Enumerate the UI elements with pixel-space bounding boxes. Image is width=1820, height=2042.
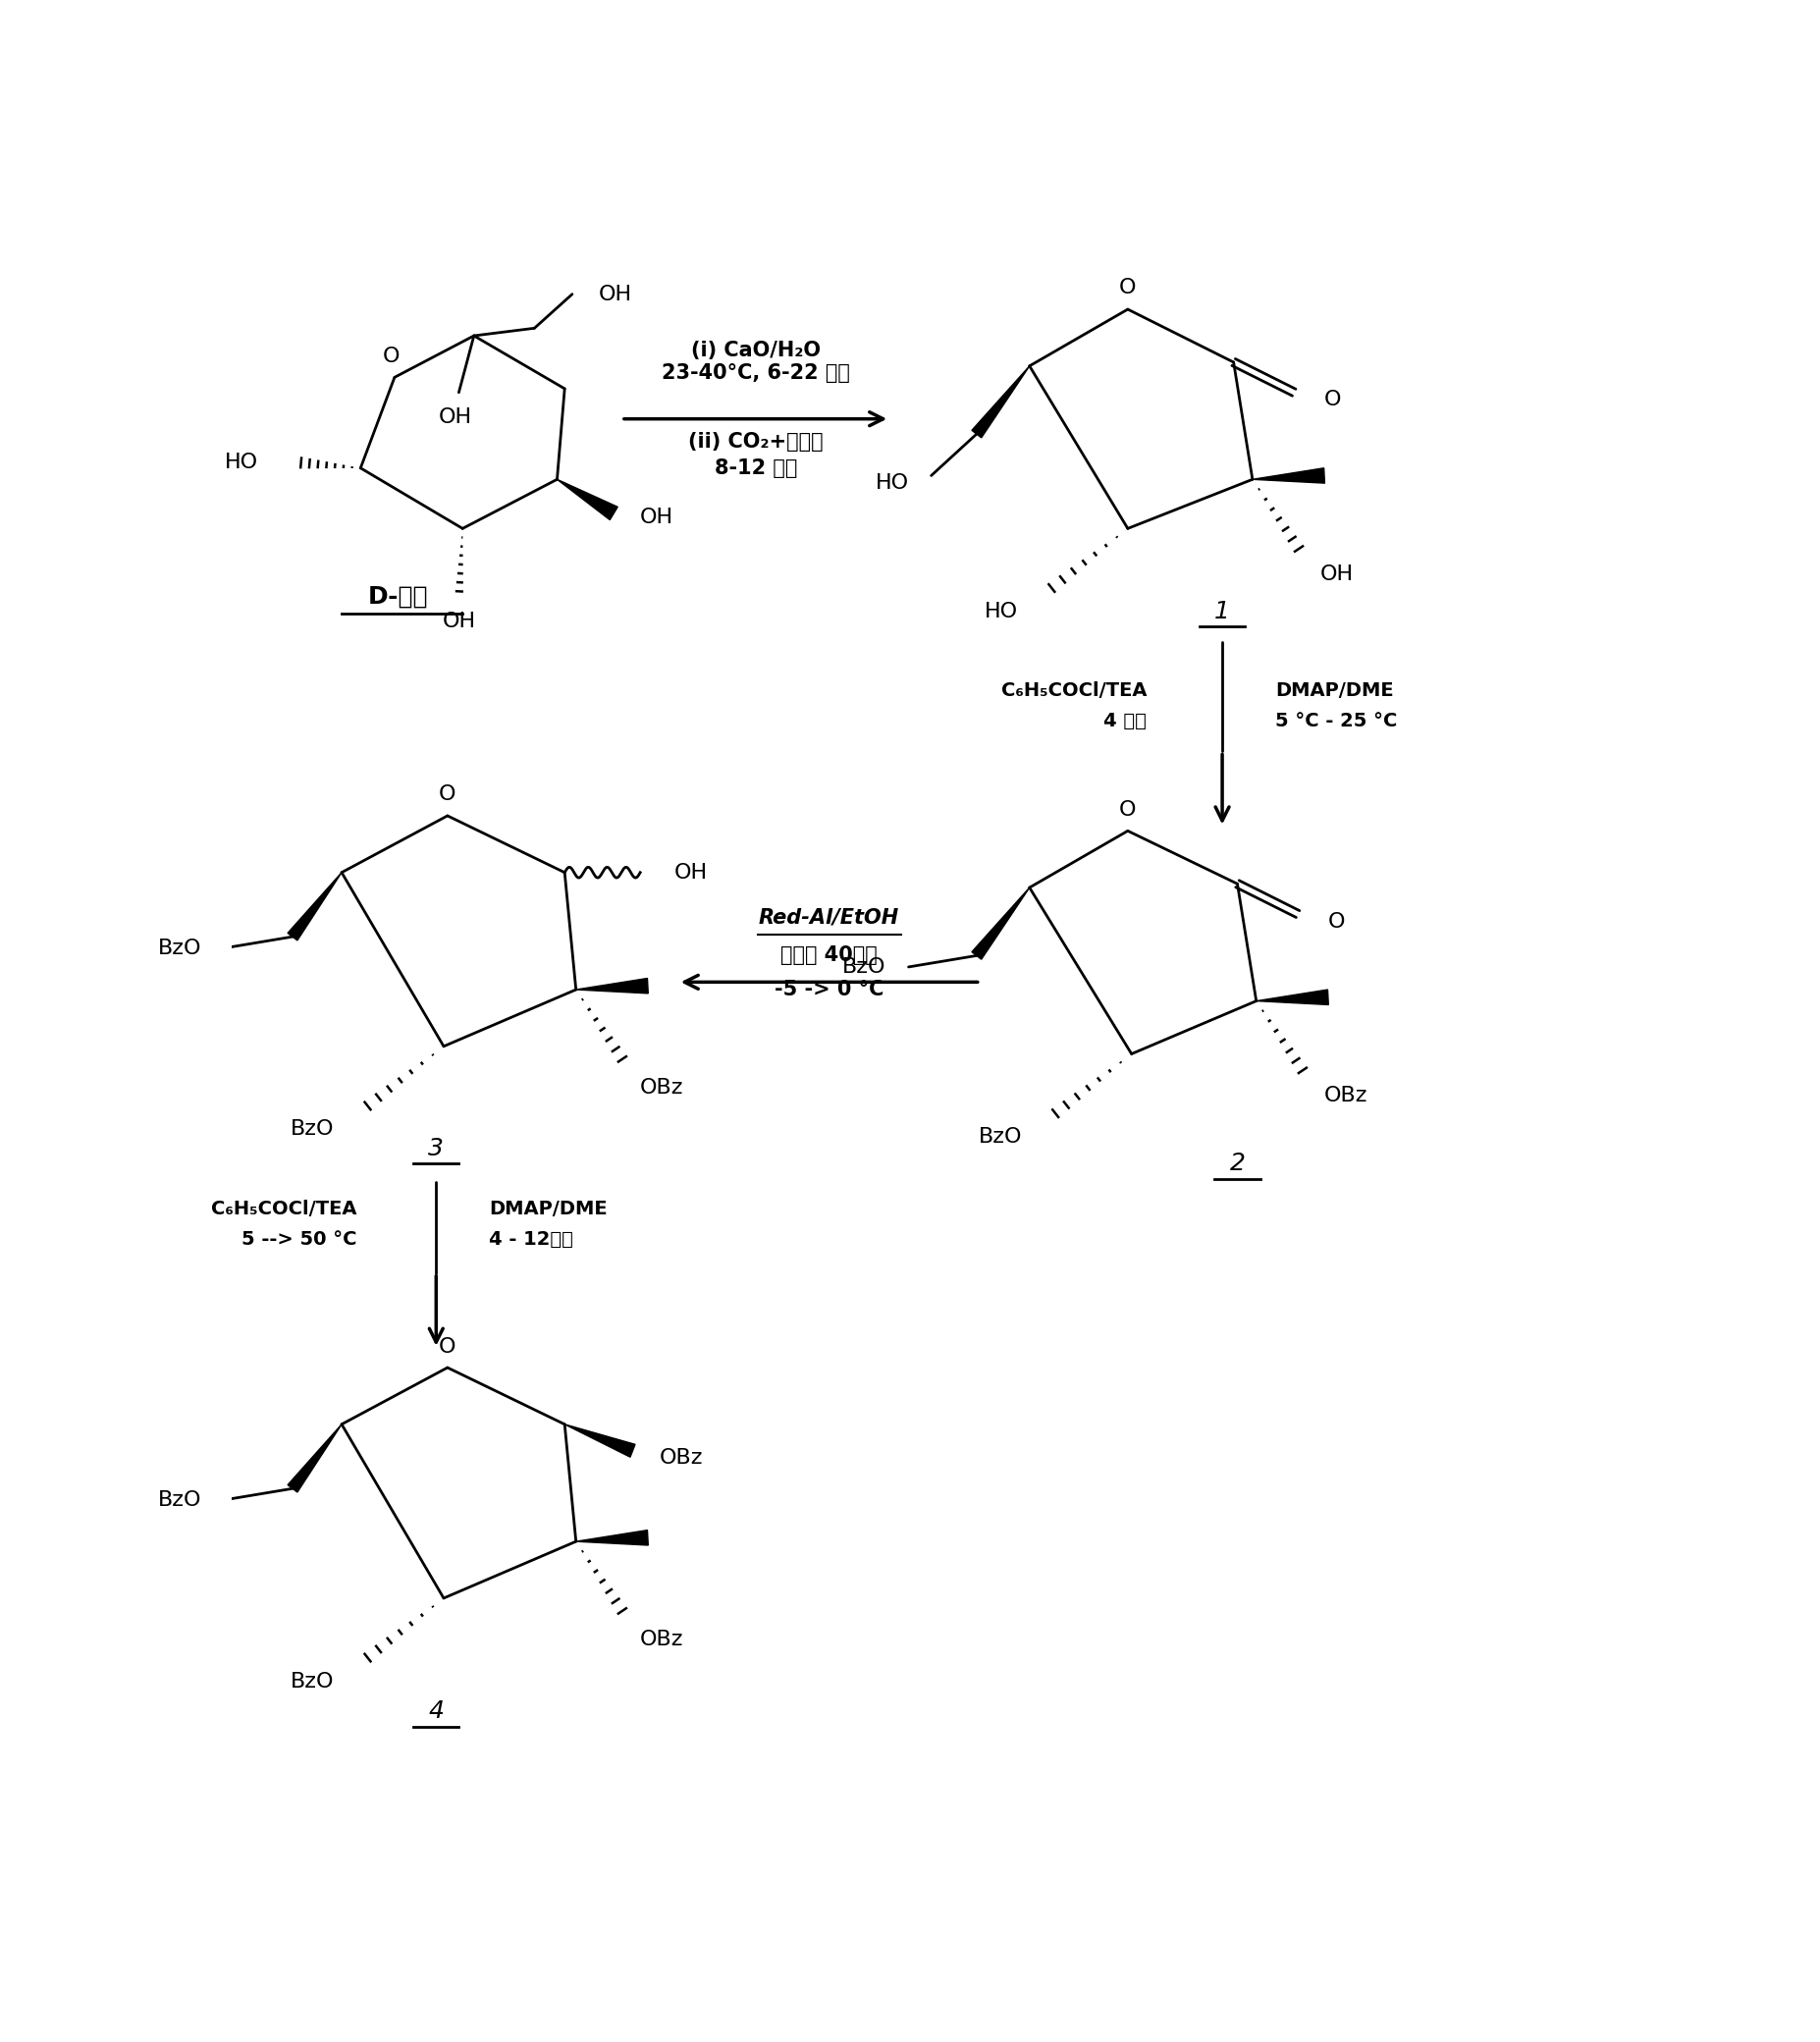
Text: 1: 1: [1214, 600, 1230, 623]
Text: BzO: BzO: [843, 958, 886, 976]
Polygon shape: [288, 872, 342, 941]
Text: OBz: OBz: [1325, 1086, 1369, 1105]
Text: O: O: [1329, 913, 1345, 931]
Text: O: O: [382, 347, 399, 366]
Text: -5 -> 0 °C: -5 -> 0 °C: [775, 980, 885, 999]
Text: BzO: BzO: [291, 1672, 335, 1691]
Text: HO: HO: [226, 451, 258, 472]
Text: HO: HO: [985, 602, 1017, 621]
Polygon shape: [972, 366, 1030, 437]
Polygon shape: [557, 480, 617, 521]
Polygon shape: [288, 1425, 342, 1493]
Text: BzO: BzO: [158, 1491, 202, 1509]
Polygon shape: [575, 1529, 648, 1546]
Text: O: O: [1119, 278, 1136, 298]
Polygon shape: [575, 978, 648, 992]
Text: 2: 2: [1230, 1152, 1245, 1176]
Text: O: O: [1119, 800, 1136, 819]
Text: O: O: [439, 784, 457, 805]
Text: OH: OH: [439, 408, 471, 427]
Text: BzO: BzO: [158, 937, 202, 958]
Text: 8-12 小时: 8-12 小时: [715, 457, 797, 478]
Text: DMAP/DME: DMAP/DME: [490, 1199, 608, 1219]
Text: Red-Al/EtOH: Red-Al/EtOH: [759, 909, 899, 927]
Polygon shape: [1252, 468, 1325, 484]
Text: 3: 3: [428, 1137, 444, 1160]
Text: 5 --> 50 °C: 5 --> 50 °C: [242, 1229, 357, 1248]
Text: C₆H₅COCl/TEA: C₆H₅COCl/TEA: [211, 1199, 357, 1219]
Text: O: O: [439, 1338, 457, 1356]
Text: DMAP/DME: DMAP/DME: [1276, 682, 1394, 700]
Text: OH: OH: [1321, 564, 1354, 584]
Polygon shape: [564, 1425, 635, 1458]
Text: 4 小时: 4 小时: [1103, 713, 1147, 731]
Text: D-果糖: D-果糖: [368, 584, 428, 609]
Text: 23-40°C, 6-22 小时: 23-40°C, 6-22 小时: [662, 363, 850, 384]
Text: OH: OH: [442, 613, 475, 631]
Text: OH: OH: [673, 862, 708, 882]
Text: 5 °C - 25 °C: 5 °C - 25 °C: [1276, 713, 1398, 731]
Text: 4 - 12小时: 4 - 12小时: [490, 1229, 573, 1248]
Text: C₆H₅COCl/TEA: C₆H₅COCl/TEA: [1001, 682, 1147, 700]
Polygon shape: [1256, 990, 1329, 1005]
Text: BzO: BzO: [291, 1119, 335, 1139]
Text: OH: OH: [599, 284, 632, 304]
Polygon shape: [972, 888, 1030, 960]
Text: HO: HO: [875, 474, 908, 492]
Text: OH: OH: [641, 506, 673, 527]
Text: 4: 4: [428, 1699, 444, 1723]
Text: (ii) CO₂+草酸，: (ii) CO₂+草酸，: [688, 431, 823, 451]
Text: OBz: OBz: [641, 1630, 684, 1650]
Text: (i) CaO/H₂O: (i) CaO/H₂O: [692, 341, 821, 361]
Text: 甲苯， 40分钟: 甲苯， 40分钟: [781, 945, 877, 966]
Text: BzO: BzO: [979, 1127, 1023, 1148]
Text: O: O: [1325, 390, 1341, 410]
Text: OBz: OBz: [641, 1078, 684, 1099]
Text: OBz: OBz: [659, 1448, 703, 1468]
